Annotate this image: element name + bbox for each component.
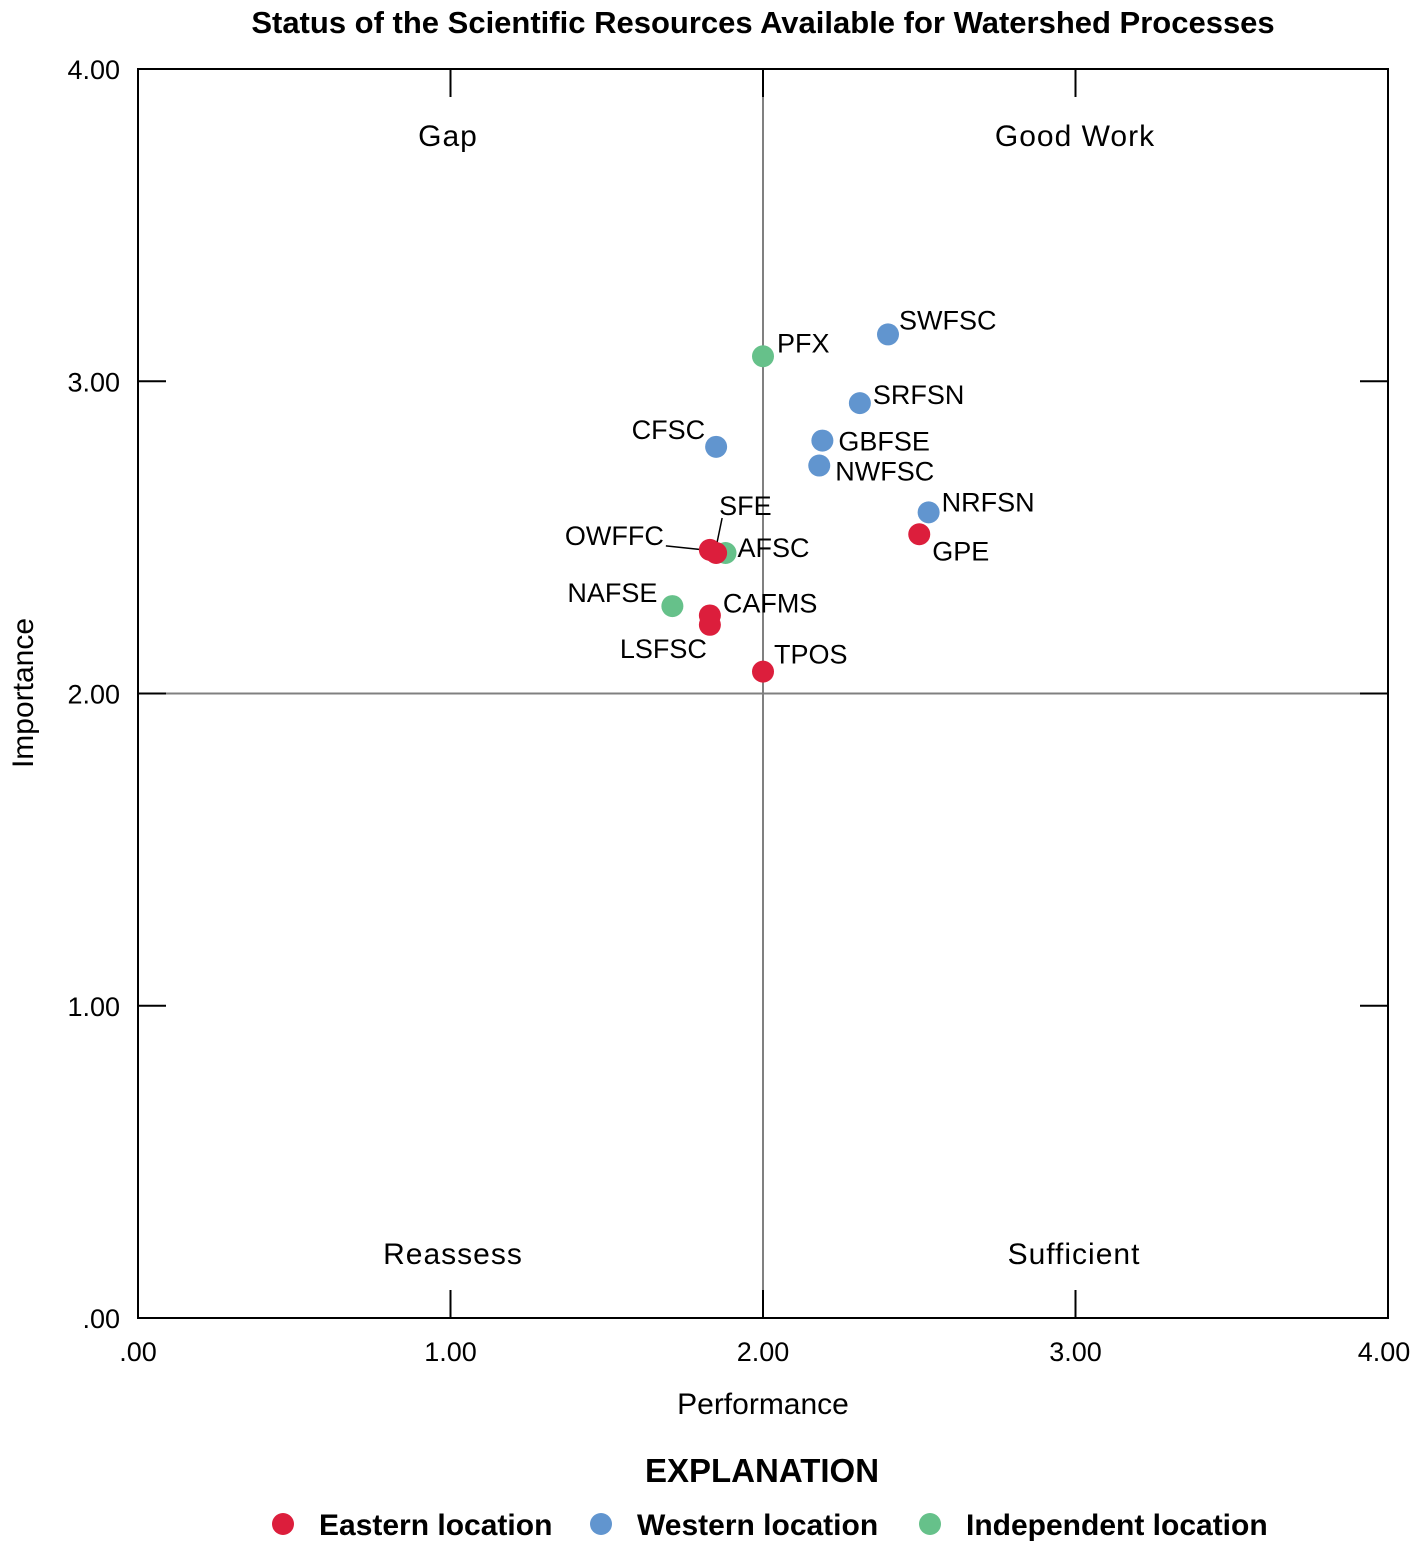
point-label-cafms: CAFMS (723, 588, 818, 618)
point-label-afsc: AFSC (738, 533, 810, 563)
legend-marker-western (590, 1513, 612, 1535)
point-label-nrfsn: NRFSN (942, 487, 1035, 517)
point-nafse (661, 595, 684, 618)
x-tick-label: 3.00 (1049, 1337, 1102, 1367)
quadrant-label-gap: Gap (418, 120, 478, 153)
point-swfsc (877, 323, 899, 346)
quadrant-label-reassess: Reassess (383, 1238, 523, 1271)
point-cfsc (705, 435, 728, 458)
point-srfsn (848, 392, 871, 415)
point-label-nwfsc: NWFSC (835, 457, 934, 487)
legend-label-western: Western location (637, 1509, 878, 1542)
x-tick-label: 2.00 (737, 1337, 790, 1367)
legend-marker-independent (919, 1513, 941, 1535)
quadrant-dividers (138, 69, 1388, 1318)
tick-labels: .00 1.00 2.00 3.00 4.00 .00 1.00 2.00 3.00 4.00 (67, 55, 1410, 1367)
chart-title: Status of the Scientific Resources Avail… (251, 5, 1274, 40)
y-tick-label: .00 (82, 1304, 120, 1334)
point-label-sfe: SFE (719, 491, 772, 521)
point-label-cfsc: CFSC (632, 415, 706, 445)
point-label-swfsc: SWFSC (899, 305, 997, 335)
point-label-gbfse: GBFSE (838, 427, 930, 457)
quadrant-label-good-work: Good Work (995, 120, 1155, 153)
legend: EXPLANATION Eastern location Western loc… (272, 1452, 1268, 1542)
point-pfx (752, 345, 774, 368)
legend-label-independent: Independent location (966, 1509, 1268, 1542)
point-label-lsfsc: LSFSC (620, 634, 707, 664)
y-tick-label: 1.00 (67, 992, 120, 1022)
x-tick-label: .00 (119, 1337, 157, 1367)
y-axis-label: Importance (7, 618, 40, 768)
point-label-gpe: GPE (932, 536, 989, 566)
point-label-pfx: PFX (777, 328, 830, 358)
plot-frame (137, 68, 1389, 1319)
point-label-owffc: OWFFC (565, 521, 664, 551)
legend-marker-eastern (272, 1513, 294, 1535)
point-lsfsc (698, 613, 721, 636)
point-label-nafse: NAFSE (567, 578, 657, 608)
leader-owffc (665, 545, 704, 551)
data-points (661, 323, 940, 683)
x-tick-label: 4.00 (1358, 1337, 1411, 1367)
point-nrfsn (917, 501, 940, 524)
legend-title: EXPLANATION (645, 1452, 879, 1489)
y-tick-label: 4.00 (67, 55, 120, 85)
point-tpos (752, 660, 774, 683)
y-tick-label: 2.00 (67, 680, 120, 710)
point-sfe (705, 541, 728, 564)
y-tick-label: 3.00 (67, 367, 120, 397)
x-tick-label: 1.00 (424, 1337, 477, 1367)
point-label-tpos: TPOS (774, 640, 848, 670)
point-nwfsc (808, 454, 831, 477)
point-label-srfsn: SRFSN (873, 380, 965, 410)
x-axis-label: Performance (677, 1388, 849, 1421)
quadrant-label-sufficient: Sufficient (1008, 1238, 1141, 1271)
point-gpe (908, 523, 931, 546)
legend-label-eastern: Eastern location (319, 1509, 552, 1542)
point-gbfse (811, 429, 834, 452)
